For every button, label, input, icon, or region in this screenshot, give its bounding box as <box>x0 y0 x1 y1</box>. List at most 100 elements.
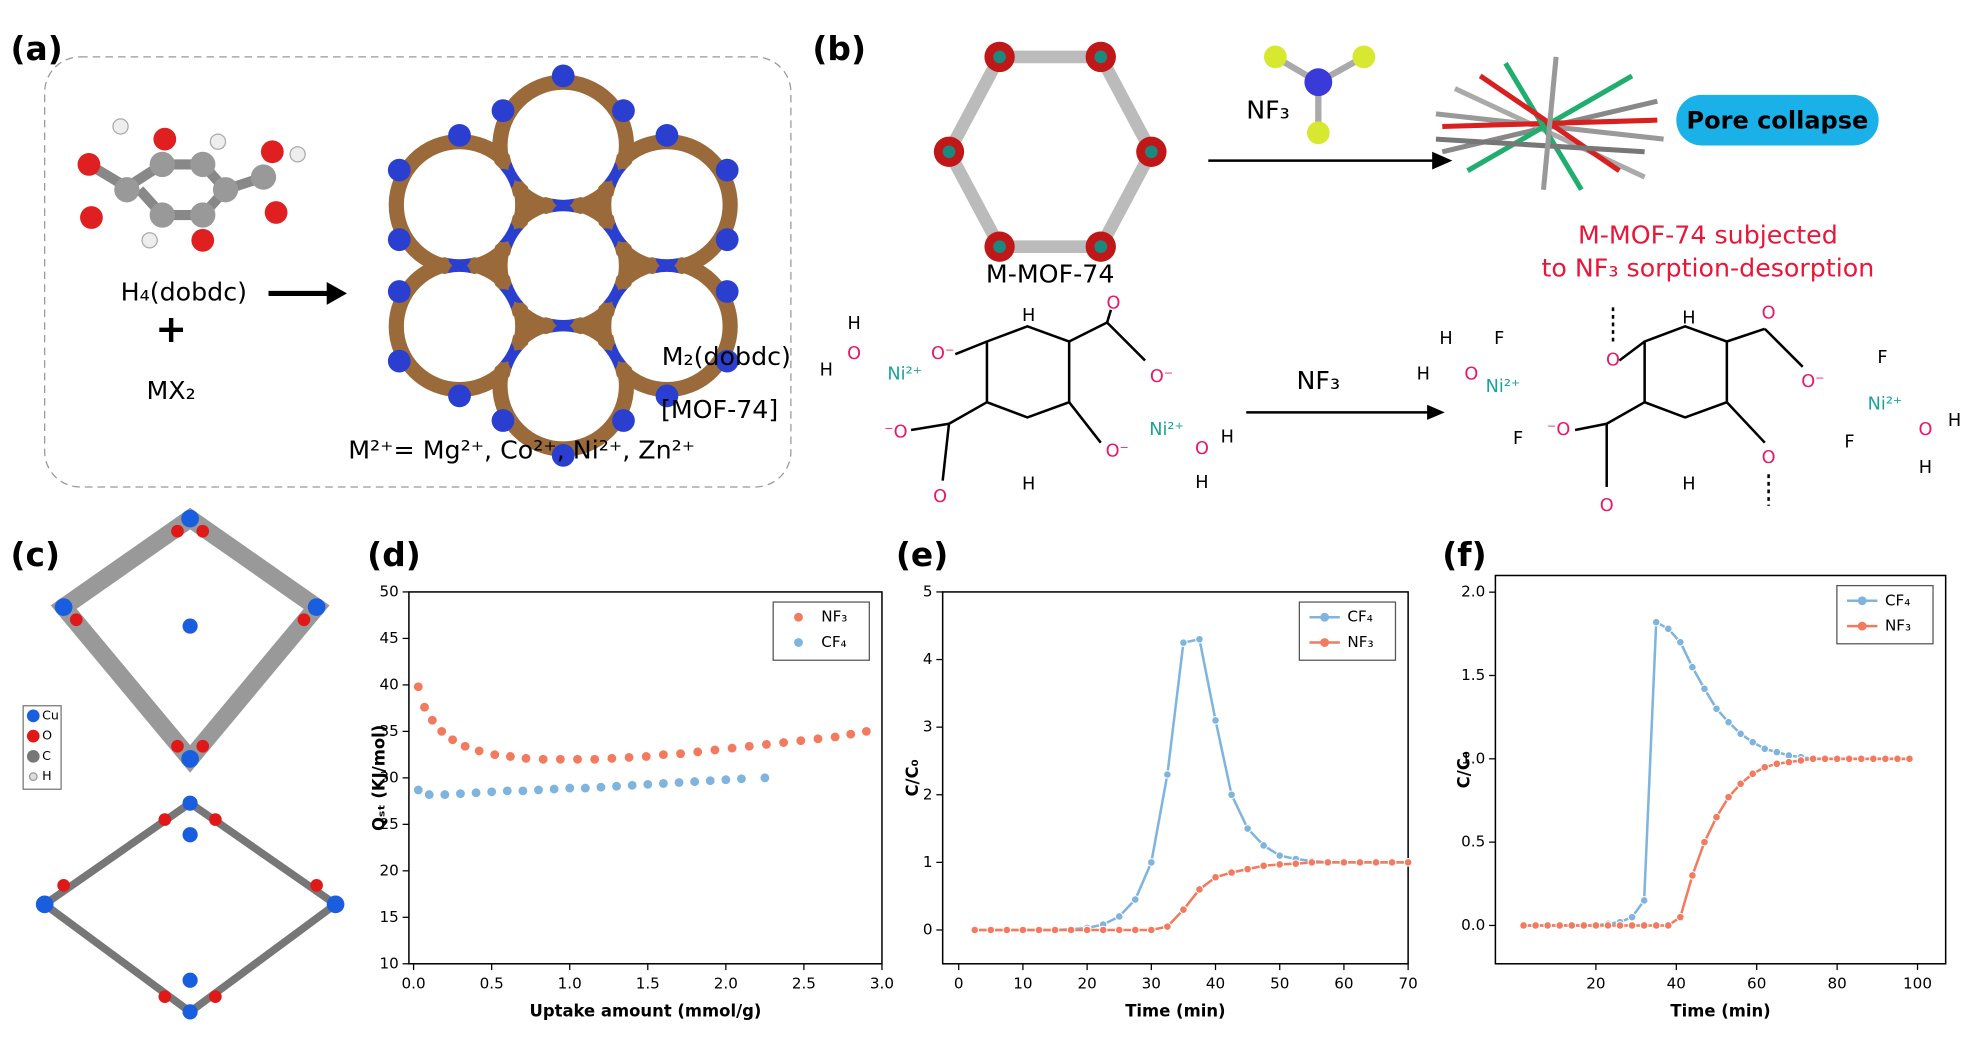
data-point <box>1211 872 1220 882</box>
data-point <box>1905 754 1914 764</box>
data-point <box>1663 921 1673 930</box>
x-tick-label: 2.5 <box>792 975 816 993</box>
metal-node <box>715 228 739 252</box>
panel-label: (f) <box>1442 535 1486 574</box>
data-point <box>1700 837 1709 847</box>
y-tick-label: 5 <box>923 582 933 600</box>
data-point <box>1627 921 1637 930</box>
ligand-label: H₄(dobdc) <box>121 277 247 306</box>
legend-marker <box>794 612 803 622</box>
data-point <box>986 925 996 935</box>
data-point <box>555 754 565 764</box>
atom-label: O <box>1464 364 1478 384</box>
atom-label: Ni²⁺ <box>887 364 922 384</box>
chem-structure <box>910 303 1804 506</box>
data-point <box>737 774 746 784</box>
legend-marker <box>1857 596 1867 606</box>
data-point <box>813 734 823 744</box>
data-point <box>1114 925 1124 935</box>
data-point <box>1307 858 1317 867</box>
data-point <box>1018 925 1028 935</box>
plus: + <box>155 307 187 351</box>
x-tick-label: 30 <box>1142 975 1161 993</box>
data-point <box>1323 858 1333 867</box>
data-point <box>1700 684 1709 694</box>
x-tick-label: 2.0 <box>714 975 738 993</box>
data-point <box>690 777 700 787</box>
data-point <box>1531 921 1540 930</box>
metal-node <box>551 64 575 88</box>
data-point <box>1881 754 1890 764</box>
x-tick-label: 20 <box>1586 975 1605 993</box>
data-point <box>1179 638 1188 647</box>
data-point <box>1243 864 1252 874</box>
metal-node <box>612 409 635 432</box>
caption: to NF₃ sorption-desorption <box>1541 253 1874 282</box>
data-point <box>1275 860 1285 869</box>
data-point <box>1748 769 1757 779</box>
data-point <box>424 790 434 800</box>
series-line <box>1523 620 1910 927</box>
data-point <box>1339 858 1349 867</box>
atom-label: H <box>1022 474 1035 494</box>
data-point <box>1227 868 1236 877</box>
x-tick-label: 50 <box>1270 975 1289 993</box>
data-point <box>1856 754 1866 764</box>
legend-text: Cu <box>42 707 59 722</box>
data-point <box>674 778 684 787</box>
data-point <box>460 741 470 751</box>
y-tick-label: 20 <box>380 861 399 879</box>
frame <box>44 56 792 488</box>
atom-label: O <box>1600 496 1614 516</box>
x-tick-label: 1.0 <box>558 975 582 993</box>
pore <box>405 271 514 381</box>
data-point <box>1387 858 1397 867</box>
data-point <box>641 752 651 761</box>
badge <box>1676 94 1879 146</box>
data-point <box>1098 925 1108 935</box>
data-point <box>710 745 720 755</box>
data-point <box>1688 871 1697 880</box>
atom-label: H <box>820 361 833 381</box>
data-point <box>1243 824 1252 833</box>
data-point <box>744 741 754 751</box>
framework <box>35 507 345 1020</box>
reagent: NF₃ <box>1297 366 1341 395</box>
plot-frame <box>1494 574 1947 965</box>
metal-node <box>715 280 739 303</box>
metal-node <box>448 384 471 408</box>
atom-label: O <box>1106 294 1120 314</box>
x-tick-label: 70 <box>1398 975 1417 993</box>
y-tick-label: 3 <box>923 718 933 736</box>
x-tick-label: 0.5 <box>480 975 504 993</box>
data-point <box>612 781 621 791</box>
data-point <box>1355 858 1365 867</box>
data-point <box>1772 747 1782 757</box>
atom-label: F <box>1513 429 1523 449</box>
data-point <box>413 682 423 692</box>
data-point <box>658 779 668 788</box>
arrow-head <box>1432 151 1453 170</box>
y-axis-title: Qₛₜ (KJ/mol) <box>369 725 388 831</box>
atom-label: H <box>1417 364 1430 384</box>
data-point <box>1712 812 1721 822</box>
product-name: [MOF-74] <box>661 395 778 424</box>
arrow-head <box>1427 404 1445 420</box>
data-point <box>471 788 481 798</box>
data-point <box>1034 925 1044 935</box>
data-point <box>779 738 789 747</box>
x-tick-label: 40 <box>1206 975 1225 993</box>
x-tick-label: 10 <box>1013 975 1032 993</box>
x-tick-label: 1.5 <box>636 975 660 993</box>
y-tick-label: 0 <box>923 920 933 938</box>
data-point <box>1291 859 1301 869</box>
data-point <box>580 783 590 793</box>
data-point <box>596 782 606 792</box>
metal-node <box>491 99 515 123</box>
atom-label: Ni²⁺ <box>1868 395 1903 415</box>
data-point <box>1050 925 1060 935</box>
atom-label: H <box>1195 473 1208 493</box>
atom-label: O <box>933 487 947 507</box>
data-point <box>1163 922 1172 931</box>
x-tick-label: 0.0 <box>402 975 426 993</box>
